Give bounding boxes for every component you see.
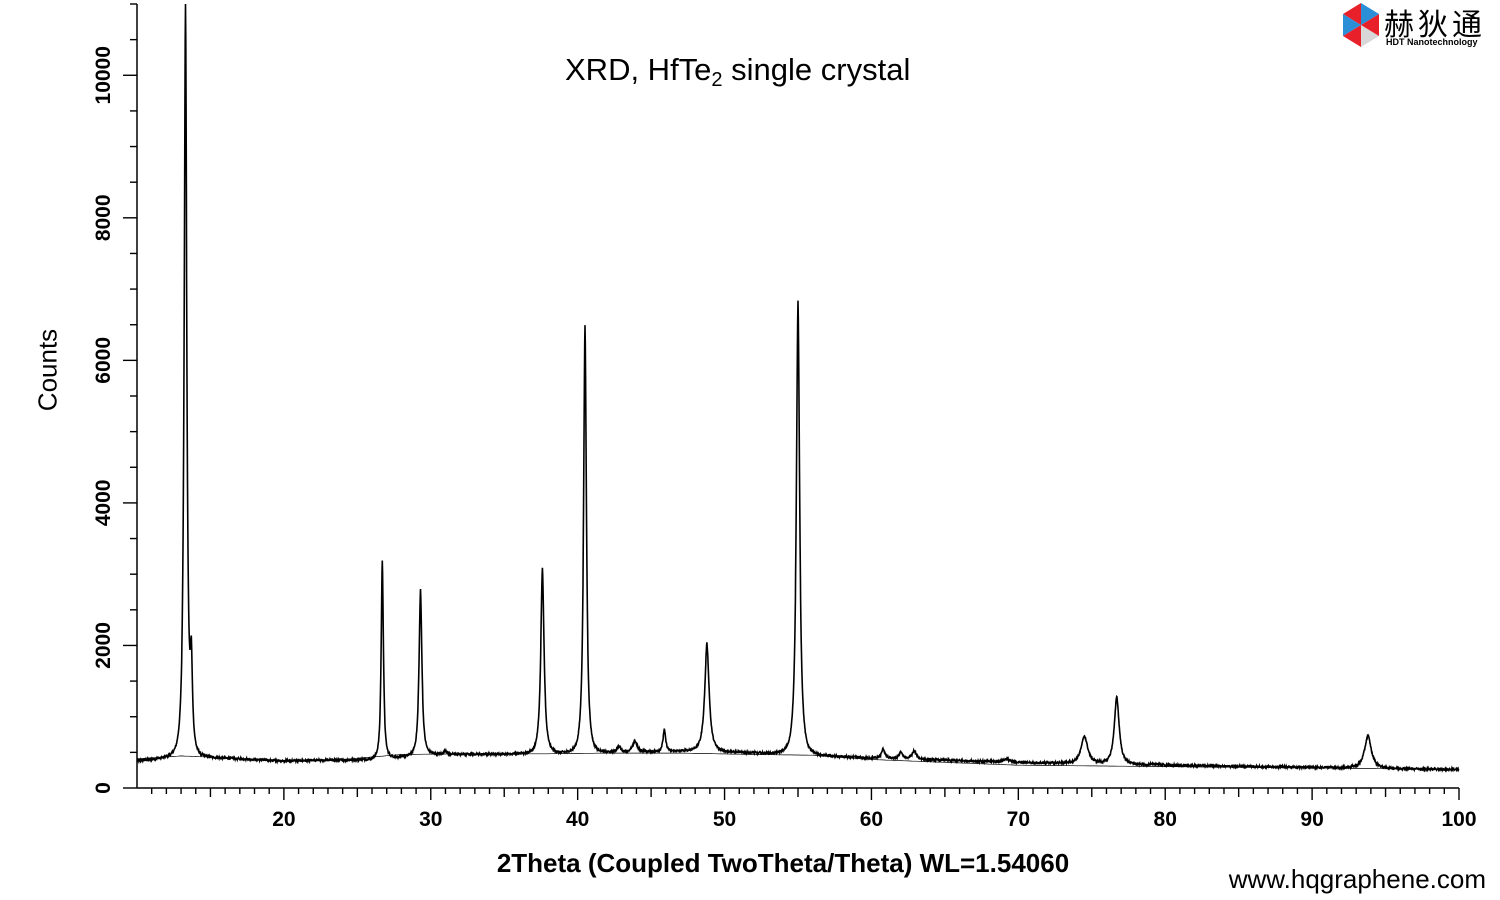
y-tick-label: 8000 <box>92 194 115 241</box>
y-tick-label: 0 <box>92 782 115 794</box>
measured-pattern-line <box>136 3 1460 774</box>
plot-area <box>136 3 1460 774</box>
chart-title: XRD, HfTe2 single crystal <box>565 52 910 92</box>
logo-chinese-text: 赫狄通 <box>1384 8 1486 43</box>
chart-title-suffix: single crystal <box>722 52 911 87</box>
chart-title-main: XRD, HfTe <box>565 52 712 87</box>
y-axis-label: Counts <box>32 328 63 412</box>
website-url: www.hqgraphene.com <box>1228 864 1486 894</box>
x-tick-label: 70 <box>1007 808 1030 831</box>
y-tick-label: 10000 <box>92 46 115 104</box>
x-tick-label: 20 <box>272 808 295 831</box>
x-tick-label: 40 <box>566 808 589 831</box>
x-tick-label: 30 <box>419 808 442 831</box>
chart-title-subscript: 2 <box>711 69 723 91</box>
x-tick-label: 90 <box>1300 808 1323 831</box>
y-tick-label: 4000 <box>92 480 115 527</box>
company-logo: 赫狄通 HDT Nanotechnology <box>1342 2 1498 52</box>
y-tick-label: 2000 <box>92 622 115 669</box>
y-tick-label: 6000 <box>92 337 115 384</box>
x-tick-label: 100 <box>1441 808 1476 831</box>
hexagon-logo-icon <box>1343 3 1379 47</box>
x-tick-label: 50 <box>713 808 736 831</box>
x-axis-label: 2Theta (Coupled TwoTheta/Theta) WL=1.540… <box>496 848 1070 878</box>
chart-axes: 20 30 40 50 60 70 80 90 100 0 2000 4000 6000 8000 1000… <box>92 3 1477 831</box>
background-curve-line <box>136 752 1460 770</box>
x-tick-label: 60 <box>860 808 883 831</box>
logo-english-text: HDT Nanotechnology <box>1386 37 1478 47</box>
x-tick-label: 80 <box>1154 808 1177 831</box>
